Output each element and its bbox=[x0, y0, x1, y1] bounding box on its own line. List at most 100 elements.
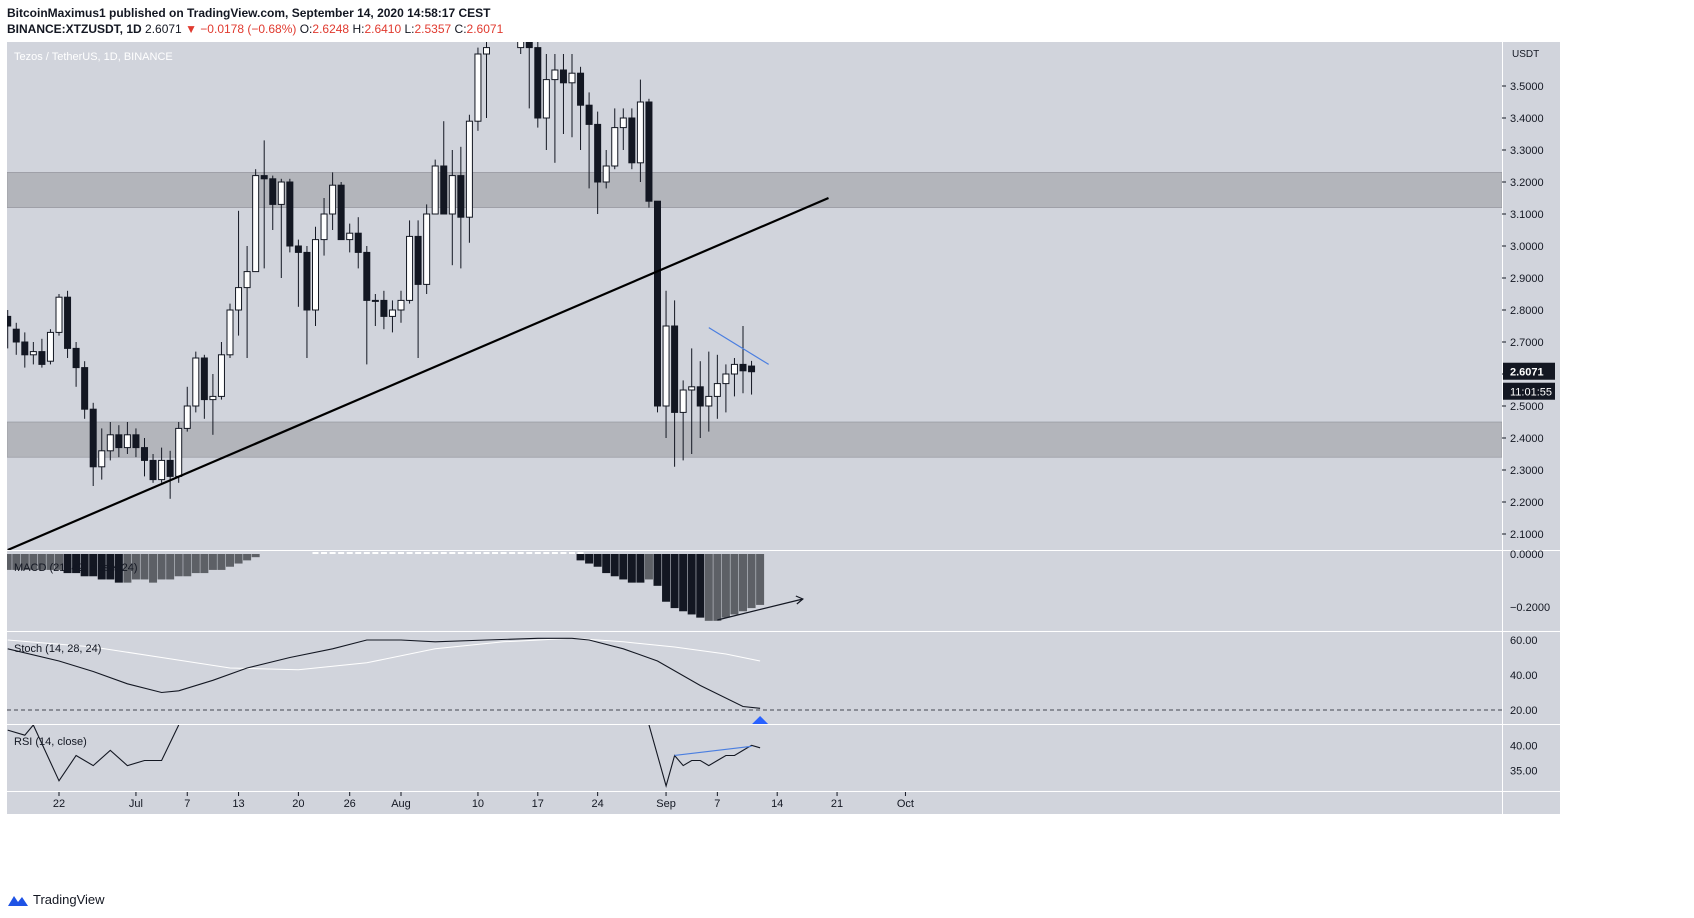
macd-zero-bar bbox=[449, 552, 456, 554]
candle bbox=[294, 239, 302, 307]
candle bbox=[200, 354, 208, 419]
candle-body-down bbox=[12, 328, 20, 343]
candle bbox=[397, 290, 405, 323]
candle bbox=[192, 351, 200, 413]
candle bbox=[645, 98, 653, 208]
x-tick-label: 26 bbox=[344, 798, 356, 810]
rsi-plot bbox=[7, 725, 761, 788]
candle bbox=[72, 342, 80, 387]
candle-body-down bbox=[380, 299, 388, 317]
macd-zero-bar bbox=[346, 552, 353, 554]
macd-histogram-bar bbox=[114, 554, 123, 583]
currency-label: USDT bbox=[1512, 49, 1539, 60]
macd-zero-bar bbox=[509, 552, 516, 554]
macd-histogram-bar bbox=[696, 554, 705, 618]
x-tick-label: 7 bbox=[714, 798, 720, 810]
y-tick-label: 3.1000 bbox=[1510, 209, 1544, 221]
macd-histogram-bar bbox=[593, 554, 602, 567]
low-label: L: bbox=[404, 22, 415, 36]
candle-body-down bbox=[149, 459, 157, 481]
macd-title: MACD (21, 42, close, 24) bbox=[14, 562, 138, 574]
stoch-y-label: 40.00 bbox=[1510, 670, 1538, 682]
change-arrow: ▼ bbox=[185, 22, 197, 36]
macd-histogram-bar bbox=[234, 554, 243, 564]
candle bbox=[21, 332, 29, 368]
macd-axis-bg bbox=[1502, 551, 1560, 631]
macd-histogram-bar bbox=[166, 554, 175, 580]
candle-body-down bbox=[38, 351, 46, 365]
macd-zero-bar bbox=[440, 552, 447, 554]
macd-histogram-bar bbox=[747, 554, 756, 609]
macd-histogram-bar bbox=[687, 554, 696, 615]
x-tick-label: Oct bbox=[897, 798, 914, 810]
macd-zero-bar bbox=[474, 552, 481, 554]
macd-histogram-bar bbox=[627, 554, 636, 583]
candle-body-up bbox=[175, 427, 183, 477]
candle bbox=[696, 361, 704, 438]
candle bbox=[414, 220, 422, 358]
candle bbox=[534, 42, 542, 128]
macd-histogram-bar bbox=[46, 554, 55, 570]
y-tick-label: 3.2000 bbox=[1510, 177, 1544, 189]
candle-body-up bbox=[465, 120, 473, 218]
macd-histogram-bar bbox=[662, 554, 671, 602]
candle bbox=[354, 217, 362, 269]
candle-body-up bbox=[55, 296, 63, 333]
macd-zero-bar bbox=[534, 552, 541, 554]
macd-zero-bar bbox=[517, 552, 524, 554]
macd-histogram-bar bbox=[721, 554, 730, 618]
x-tick-label: 7 bbox=[184, 798, 190, 810]
open-value: 2.6248 bbox=[312, 22, 350, 36]
rsi-axis-bg bbox=[1502, 725, 1560, 791]
candle-body-up bbox=[388, 309, 396, 317]
candle-body-down bbox=[585, 104, 593, 125]
candle-body-up bbox=[252, 175, 260, 273]
candle-body-up bbox=[713, 383, 721, 397]
candle-body-down bbox=[739, 363, 747, 372]
macd-y-label: 0.0000 bbox=[1510, 549, 1544, 561]
macd-histogram-bar bbox=[713, 554, 722, 621]
candle bbox=[730, 358, 738, 397]
time-axis-corner bbox=[1502, 792, 1560, 814]
candle bbox=[380, 290, 388, 330]
candle bbox=[175, 422, 183, 483]
y-tick-label: 2.1000 bbox=[1510, 529, 1544, 541]
candle bbox=[559, 54, 567, 134]
candle bbox=[141, 438, 148, 477]
stoch-y-label: 60.00 bbox=[1510, 635, 1538, 647]
candle bbox=[226, 303, 234, 358]
candle bbox=[38, 338, 46, 368]
macd-plot bbox=[7, 552, 804, 621]
candle-body-down bbox=[645, 101, 653, 202]
macd-zero-bar bbox=[372, 552, 379, 554]
candle-body-up bbox=[679, 389, 687, 413]
macd-histogram-bar bbox=[89, 554, 98, 577]
candle-body-up bbox=[406, 235, 414, 301]
candle bbox=[269, 175, 277, 230]
candle-body-up bbox=[423, 213, 431, 285]
candle bbox=[46, 329, 54, 365]
candle bbox=[594, 111, 602, 214]
macd-zero-bar bbox=[398, 552, 404, 554]
candle-body-up bbox=[722, 373, 730, 385]
macd-histogram-bar bbox=[217, 554, 226, 570]
macd-histogram-bar bbox=[226, 554, 234, 567]
candle bbox=[329, 172, 337, 230]
candle bbox=[55, 294, 63, 336]
macd-histogram-bar bbox=[619, 554, 628, 580]
macd-histogram-bar bbox=[585, 554, 594, 564]
candle bbox=[388, 300, 396, 333]
macd-zero-bar bbox=[577, 552, 584, 554]
candle-body-down bbox=[141, 447, 148, 461]
macd-zero-bar bbox=[415, 552, 422, 554]
candle-body-up bbox=[431, 165, 439, 215]
candle bbox=[722, 364, 730, 413]
candle-body-up bbox=[371, 299, 379, 302]
candle-body-up bbox=[46, 331, 54, 362]
macd-histogram-bar bbox=[63, 554, 72, 574]
candle-body-down bbox=[269, 178, 277, 205]
candle bbox=[106, 422, 114, 461]
macd-histogram-bar bbox=[602, 554, 611, 574]
macd-zero-bar bbox=[363, 552, 370, 554]
